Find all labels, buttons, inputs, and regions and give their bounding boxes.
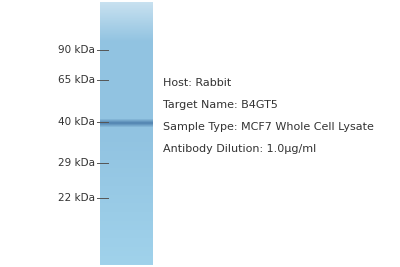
Text: 40 kDa: 40 kDa: [58, 117, 95, 127]
Text: Host: Rabbit: Host: Rabbit: [163, 78, 231, 88]
Text: 22 kDa: 22 kDa: [58, 193, 95, 203]
Text: Target Name: B4GT5: Target Name: B4GT5: [163, 100, 278, 110]
Text: Antibody Dilution: 1.0μg/ml: Antibody Dilution: 1.0μg/ml: [163, 144, 316, 154]
Text: Sample Type: MCF7 Whole Cell Lysate: Sample Type: MCF7 Whole Cell Lysate: [163, 122, 374, 132]
Text: 29 kDa: 29 kDa: [58, 158, 95, 168]
Text: 65 kDa: 65 kDa: [58, 75, 95, 85]
Text: 90 kDa: 90 kDa: [58, 45, 95, 55]
